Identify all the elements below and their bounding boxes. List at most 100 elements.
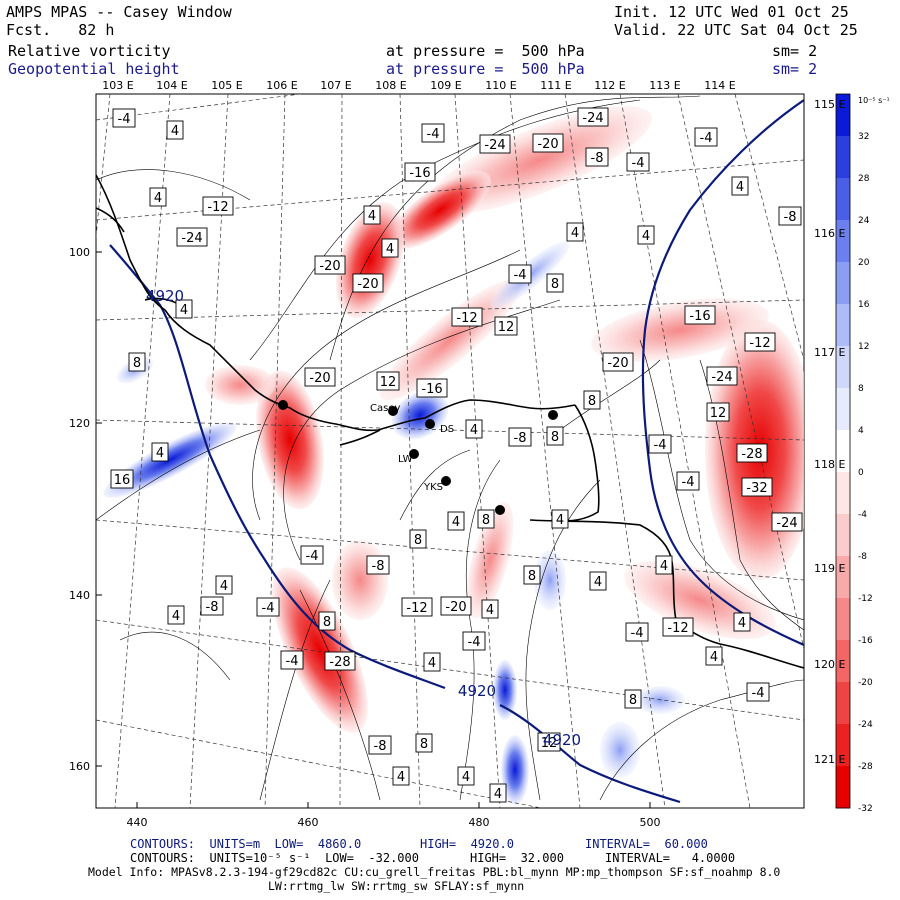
footer-vort-contours: CONTOURS: UNITS=10⁻⁵ s⁻¹ LOW= -32.000 <box>130 851 419 865</box>
svg-text:-16: -16 <box>409 166 430 181</box>
svg-text:-12: -12 <box>667 621 688 636</box>
vorticity-label: -16 <box>416 378 448 398</box>
vorticity-label: -24 <box>577 107 609 127</box>
svg-text:-4: -4 <box>514 268 527 283</box>
lon-label: 106 E <box>266 79 297 92</box>
vorticity-label: 8 <box>583 390 601 410</box>
svg-text:Casey: Casey <box>370 403 400 414</box>
footer-vort-high: HIGH= 32.000 <box>470 851 564 865</box>
svg-text:-24: -24 <box>776 516 797 531</box>
x-tick-label: 460 <box>298 816 319 829</box>
vorticity-label: -24 <box>479 134 511 154</box>
svg-text:4: 4 <box>154 191 162 206</box>
vorticity-label: -8 <box>368 735 392 755</box>
vorticity-label: 4 <box>637 225 655 245</box>
vorticity-label: 4 <box>166 120 184 140</box>
vorticity-label: 8 <box>523 565 541 585</box>
colorbar-swatch <box>836 262 850 305</box>
footer-height-high: HIGH= 4920.0 <box>420 837 514 851</box>
vorticity-label: -8 <box>366 555 390 575</box>
svg-text:-8: -8 <box>784 210 797 225</box>
vorticity-label: -32 <box>741 477 773 497</box>
svg-text:-20: -20 <box>445 600 466 615</box>
colorbar-tick: 12 <box>858 342 869 352</box>
svg-text:4: 4 <box>368 209 376 224</box>
field2-name: Geopotential height <box>8 60 180 78</box>
svg-text:-4: -4 <box>682 475 695 490</box>
station-marker: YKS <box>423 476 451 493</box>
height-label: 4920 <box>458 682 496 700</box>
svg-text:12: 12 <box>710 406 727 421</box>
svg-text:8: 8 <box>323 615 331 630</box>
vorticity-label: -12 <box>744 332 776 352</box>
svg-text:-28: -28 <box>329 655 350 670</box>
station-marker: LW <box>398 449 419 465</box>
vorticity-label: -4 <box>508 264 532 284</box>
svg-text:-12: -12 <box>749 336 770 351</box>
svg-text:-4: -4 <box>654 438 667 453</box>
colorbar-tick: 8 <box>858 384 864 394</box>
vorticity-label: 8 <box>128 352 146 372</box>
svg-text:8: 8 <box>482 513 490 528</box>
colorbar-swatch <box>836 94 850 137</box>
station-dot <box>548 410 558 420</box>
colorbar-tick: 32 <box>858 132 869 142</box>
vorticity-label: -20 <box>352 273 384 293</box>
colorbar-swatch <box>836 220 850 263</box>
vorticity-label: -20 <box>440 596 472 616</box>
lat-label: 117 E <box>814 346 845 359</box>
vorticity-label: -4 <box>256 597 280 617</box>
vorticity-label: -4 <box>694 127 718 147</box>
x-tick-label: 500 <box>640 816 661 829</box>
svg-text:4: 4 <box>462 770 470 785</box>
vorticity-label-layer: -4 4 -4 -24 -20 -24 -4 -16 -8 -4 4 4 -12 -24 4 4 4 4 -8 -20… <box>110 107 803 803</box>
vorticity-label: 4 <box>447 511 465 531</box>
svg-text:4: 4 <box>486 603 494 618</box>
svg-text:-4: -4 <box>306 549 319 564</box>
vorticity-label: 4 <box>551 509 569 529</box>
vorticity-label: -4 <box>676 471 700 491</box>
vorticity-label: -12 <box>451 307 483 327</box>
svg-text:-24: -24 <box>582 111 603 126</box>
colorbar-swatch <box>836 178 850 221</box>
vorticity-label: 4 <box>392 766 410 786</box>
lat-label: 121 E <box>814 753 845 766</box>
svg-text:-4: -4 <box>286 654 299 669</box>
vorticity-label: 12 <box>376 371 400 391</box>
axis-layer: 103 E 104 E 105 E 106 E 107 E 108 E 109 E 110 E… <box>69 79 845 829</box>
svg-text:-4: -4 <box>468 635 481 650</box>
vorticity-label: 8 <box>318 611 336 631</box>
svg-text:-12: -12 <box>406 601 427 616</box>
colorbar-tick: 4 <box>858 426 864 436</box>
lon-label: 108 E <box>375 79 406 92</box>
lat-label: 119 E <box>814 562 845 575</box>
lon-label: 113 E <box>649 79 680 92</box>
vorticity-label: 8 <box>415 733 433 753</box>
height-contours <box>109 99 804 804</box>
svg-text:4: 4 <box>642 229 650 244</box>
vorticity-label: 4 <box>215 575 233 595</box>
vorticity-label: 8 <box>477 509 495 529</box>
lon-label: 109 E <box>430 79 461 92</box>
colorbar-swatch <box>836 472 850 515</box>
svg-text:-8: -8 <box>374 739 387 754</box>
vorticity-label: -4 <box>462 631 486 651</box>
svg-text:4: 4 <box>594 575 602 590</box>
station-dot <box>495 505 505 515</box>
vorticity-label: 4 <box>465 419 483 439</box>
svg-text:-20: -20 <box>309 371 330 386</box>
vorticity-label: -12 <box>662 617 694 637</box>
vorticity-label: -12 <box>202 196 234 216</box>
lon-label: 104 E <box>156 79 187 92</box>
vorticity-label: -16 <box>404 162 436 182</box>
lon-label: 103 E <box>102 79 133 92</box>
svg-text:4: 4 <box>172 609 180 624</box>
svg-text:4: 4 <box>710 650 718 665</box>
vorticity-label: 4 <box>363 205 381 225</box>
vorticity-label: 4 <box>149 187 167 207</box>
vorticity-label: -4 <box>626 152 650 172</box>
colorbar-tick: -8 <box>858 552 867 562</box>
vorticity-label: 8 <box>624 689 642 709</box>
field1-smoothing: sm= 2 <box>772 42 818 60</box>
vorticity-label: 12 <box>494 316 518 336</box>
